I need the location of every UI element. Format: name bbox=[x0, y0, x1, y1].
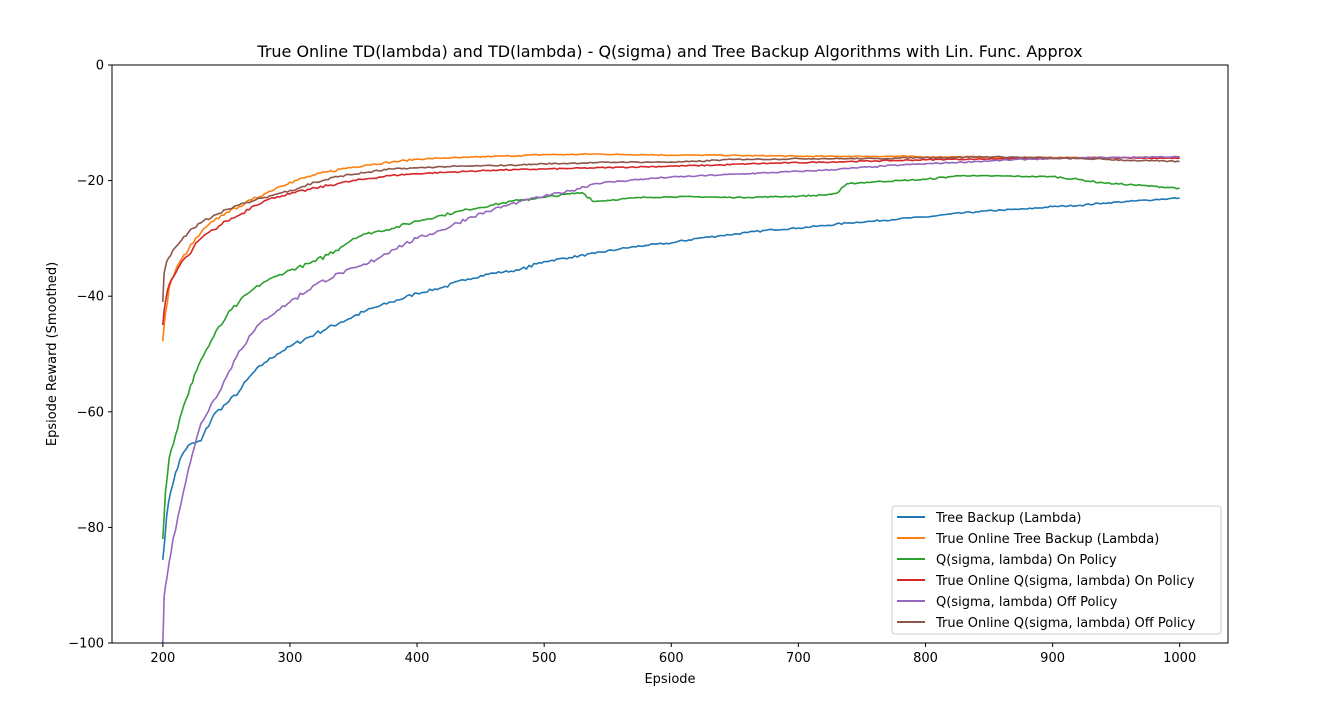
series-line-tree-backup-lambda bbox=[162, 197, 1180, 560]
x-tick-label: 1000 bbox=[1163, 651, 1196, 666]
legend-box bbox=[891, 505, 1222, 635]
legend-label-true-online-tree-backup-lambda: True Online Tree Backup (Lambda) bbox=[935, 532, 1159, 547]
y-axis-title: Epsiode Reward (Smoothed) bbox=[45, 262, 60, 446]
y-tick-label: 0 bbox=[96, 59, 104, 74]
series-line-true-online-q-sigma-lambda-off-policy bbox=[162, 155, 1180, 303]
x-tick-label: 900 bbox=[1040, 651, 1065, 666]
x-tick-label: 200 bbox=[150, 651, 175, 666]
legend: Tree Backup (Lambda) True Online Tree Bac… bbox=[891, 505, 1222, 635]
y-tick-label: −60 bbox=[77, 405, 104, 420]
chart-title: True Online TD(lambda) and TD(lambda) - … bbox=[256, 42, 1082, 61]
x-tick-label: 300 bbox=[278, 651, 303, 666]
x-tick-label: 400 bbox=[405, 651, 430, 666]
series-line-q-sigma-lambda-off-policy bbox=[162, 155, 1180, 644]
y-tick-label: −100 bbox=[68, 637, 104, 652]
legend-label-true-online-q-sigma-lambda-on-policy: True Online Q(sigma, lambda) On Policy bbox=[935, 574, 1195, 589]
x-tick-label: 500 bbox=[532, 651, 557, 666]
plot-frame bbox=[111, 64, 1229, 644]
y-tick-label: −40 bbox=[77, 290, 104, 305]
legend-label-tree-backup-lambda: Tree Backup (Lambda) bbox=[935, 511, 1082, 526]
y-tick-label: −80 bbox=[77, 521, 104, 536]
x-axis-title: Epsiode bbox=[644, 672, 695, 687]
x-tick-label: 700 bbox=[786, 651, 811, 666]
legend-label-q-sigma-lambda-on-policy: Q(sigma, lambda) On Policy bbox=[936, 553, 1117, 568]
series-line-q-sigma-lambda-on-policy bbox=[162, 174, 1180, 540]
axes-layer: 200 300 400 500 600 700 800 900 1000 −100 −80 −60 −4… bbox=[68, 59, 1229, 666]
series-layer bbox=[162, 152, 1180, 644]
y-tick-label: −20 bbox=[77, 174, 104, 189]
x-tick-label: 600 bbox=[659, 651, 684, 666]
series-line-true-online-q-sigma-lambda-on-policy bbox=[162, 156, 1180, 326]
legend-label-q-sigma-lambda-off-policy: Q(sigma, lambda) Off Policy bbox=[936, 595, 1118, 610]
x-tick-label: 800 bbox=[913, 651, 938, 666]
legend-label-true-online-q-sigma-lambda-off-policy: True Online Q(sigma, lambda) Off Policy bbox=[935, 616, 1196, 631]
